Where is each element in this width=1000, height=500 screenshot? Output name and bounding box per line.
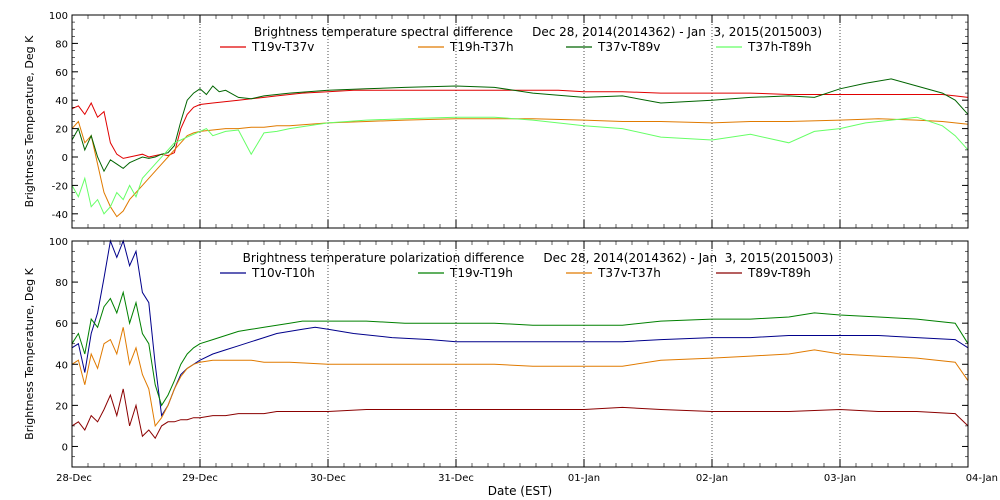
series-line-T37h-T89h [71,116,969,215]
y-tick-label: 100 [49,237,68,248]
series-line-T10v-T10h [71,239,969,418]
x-tick-label: 30-Dec [310,473,346,484]
series-line-T37v-T89v [71,78,969,173]
series-line-T19v-T37v [71,89,969,159]
y-tick-label: 80 [55,39,68,50]
y-tick-label: -20 [52,181,68,192]
legend-label: T19h-T37h [449,40,514,54]
chart-title: Brightness temperature spectral differen… [254,25,822,39]
y-axis-label: Brightness Temperature, Deg K [23,267,36,439]
y-tick-label: 60 [55,319,68,330]
plot-frame [71,14,969,229]
x-tick-label: 31-Dec [438,473,474,484]
x-tick-label: 02-Jan [696,473,728,484]
x-tick-label: 03-Jan [824,473,856,484]
y-tick-label: 80 [55,278,68,289]
spectral-difference-panel: -40 -20 0 20 40 60 80 100 Brightness Temperature… [23,11,969,229]
series-line-T37v-T37h [71,327,969,428]
legend-label: T89v-T89h [747,266,811,280]
legend-label: T37h-T89h [747,40,812,54]
y-tick-label: 20 [55,401,68,412]
legend-label: T37v-T89v [597,40,660,54]
x-tick-label: 04-Jan [966,473,998,484]
x-tick-label: 01-Jan [568,473,600,484]
y-tick-label: 60 [55,68,68,79]
legend-label: T19v-T19h [449,266,513,280]
y-tick-label: 100 [49,11,68,22]
y-tick-label: -40 [52,210,68,221]
series-line-T19v-T19h [71,290,969,407]
series-line-T19h-T37h [71,118,969,218]
y-axis-label: Brightness Temperature, Deg K [23,35,36,207]
y-tick-label: 0 [62,442,68,453]
polarization-difference-panel: 0 20 40 60 80 100 28-Dec 29-Dec 30-Dec 31-Dec 01-J… [23,237,998,484]
legend-label: T19v-T37v [251,40,314,54]
x-tick-label: 28-Dec [56,473,92,484]
y-tick-label: 0 [62,153,68,164]
y-tick-label: 40 [55,96,68,107]
y-tick-label: 20 [55,125,68,136]
series-line-T89v-T89h [71,388,969,440]
legend-label: T37v-T37h [597,266,661,280]
chart-title: Brightness temperature polarization diff… [243,251,834,265]
x-tick-label: 29-Dec [182,473,218,484]
x-axis-label: Date (EST) [488,484,552,498]
y-tick-label: 40 [55,360,68,371]
legend-label: T10v-T10h [251,266,315,280]
plot-frame [71,240,969,468]
